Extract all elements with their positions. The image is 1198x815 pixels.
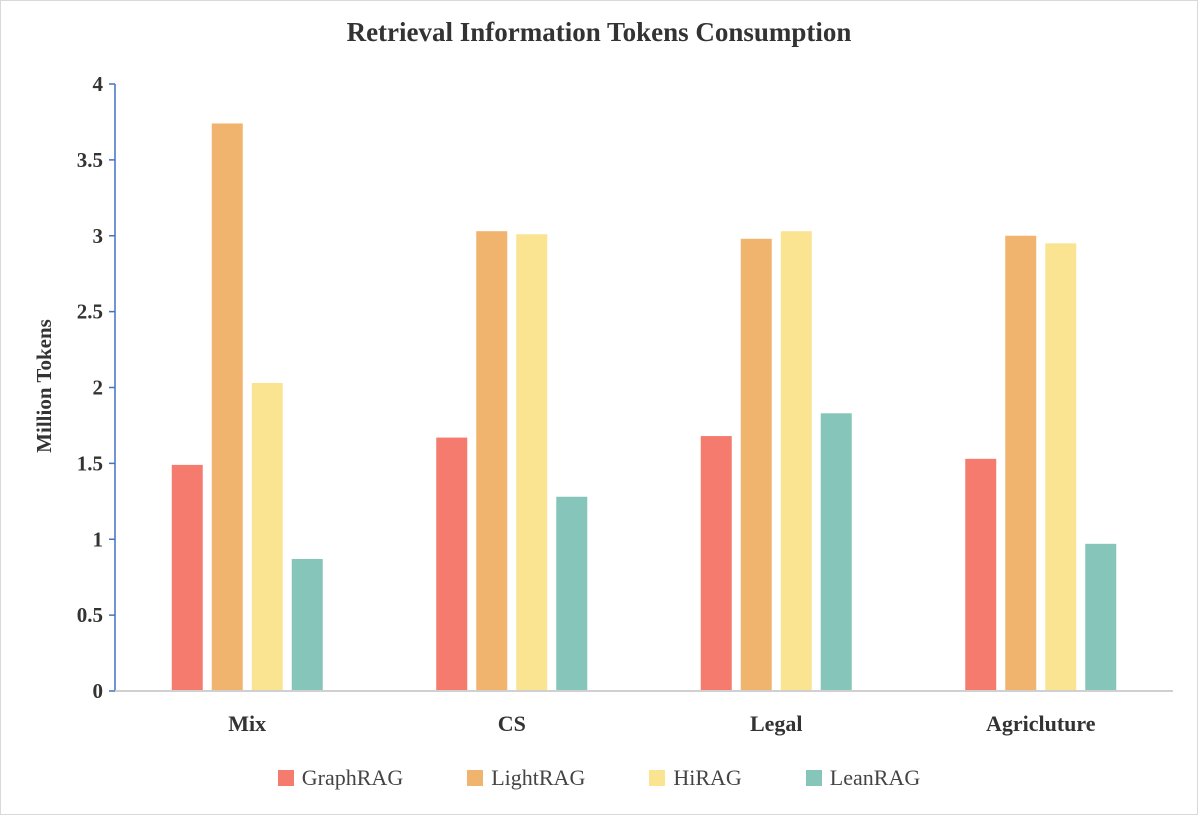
legend-item-hirag: HiRAG xyxy=(649,765,742,791)
chart-title: Retrieval Information Tokens Consumption xyxy=(346,17,852,47)
legend-swatch-hirag xyxy=(649,770,666,786)
y-tick-label: 1 xyxy=(93,527,104,551)
y-axis-title: Million Tokens xyxy=(32,319,56,453)
y-tick-label: 0 xyxy=(93,679,104,703)
y-axis: 0 0.5 1 1.5 2 2.5 3 3.5 4 xyxy=(77,72,116,703)
legend: GraphRAG LightRAG HiRAG LeanRAG xyxy=(1,765,1197,791)
y-tick-label: 3 xyxy=(93,224,104,248)
legend-swatch-lightrag xyxy=(467,770,484,786)
legend-item-leanrag: LeanRAG xyxy=(805,765,921,791)
y-tick-label: 1.5 xyxy=(77,451,103,475)
legend-item-graphrag: GraphRAG xyxy=(277,765,404,791)
legend-label-leanrag: LeanRAG xyxy=(829,765,921,790)
bar-hirag-legal xyxy=(780,231,812,691)
bar-lightrag-agricluture xyxy=(1005,235,1037,691)
bar-leanrag-legal xyxy=(820,413,852,691)
bar-graphrag-agricluture xyxy=(965,458,997,691)
y-tick-label: 4 xyxy=(93,72,104,96)
x-tick-label: Mix xyxy=(228,711,266,736)
bar-lightrag-mix xyxy=(211,123,243,691)
bar-hirag-mix xyxy=(251,382,283,691)
bar-leanrag-cs xyxy=(556,496,588,691)
bar-leanrag-agricluture xyxy=(1085,543,1117,691)
x-tick-label: Agricluture xyxy=(986,711,1096,736)
legend-swatch-leanrag xyxy=(805,770,822,786)
x-axis: Mix CS Legal Agricluture xyxy=(115,690,1173,736)
y-tick-label: 2.5 xyxy=(77,300,103,324)
bar-leanrag-mix xyxy=(291,558,323,691)
bars xyxy=(171,123,1117,692)
legend-label-graphrag: GraphRAG xyxy=(301,765,404,790)
legend-label-hirag: HiRAG xyxy=(673,765,742,790)
bar-lightrag-cs xyxy=(476,231,508,691)
bar-graphrag-cs xyxy=(436,437,468,691)
bar-hirag-agricluture xyxy=(1045,243,1077,691)
x-tick-label: Legal xyxy=(750,711,803,736)
legend-item-lightrag: LightRAG xyxy=(467,765,585,791)
bar-graphrag-mix xyxy=(171,464,203,691)
y-tick-label: 2 xyxy=(93,376,104,400)
y-tick-label: 0.5 xyxy=(77,603,103,627)
bar-graphrag-legal xyxy=(700,436,732,691)
legend-swatch-graphrag xyxy=(277,770,294,786)
bar-lightrag-legal xyxy=(740,238,772,691)
x-tick-label: CS xyxy=(498,711,526,736)
y-tick-label: 3.5 xyxy=(77,148,103,172)
legend-label-lightrag: LightRAG xyxy=(491,765,586,790)
bar-hirag-cs xyxy=(516,234,548,692)
